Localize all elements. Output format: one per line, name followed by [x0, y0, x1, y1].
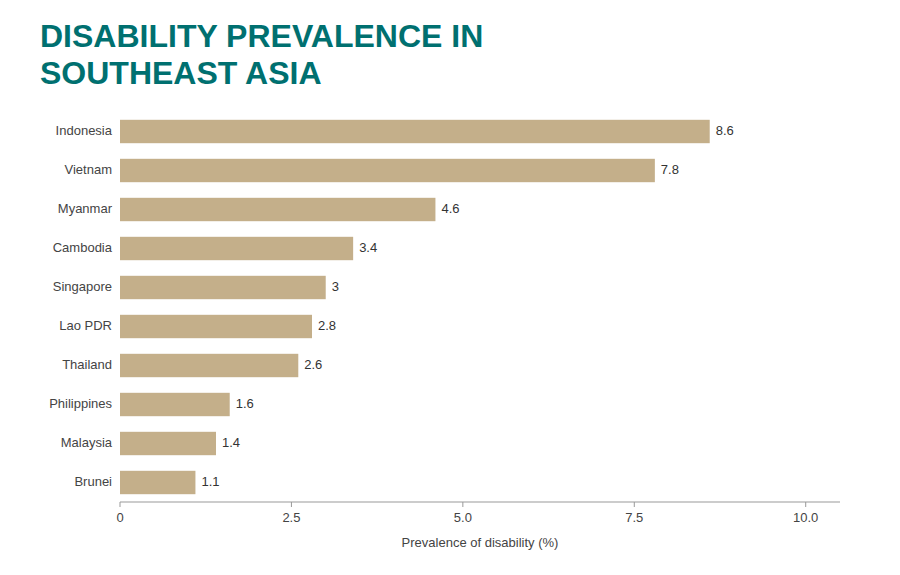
- chart-title: DISABILITY PREVALENCE IN SOUTHEAST ASIA: [40, 18, 600, 92]
- bar: [120, 275, 326, 298]
- bar: [120, 119, 710, 142]
- bar: [120, 158, 655, 181]
- data-label: 2.8: [318, 318, 336, 333]
- x-axis-label: Prevalence of disability (%): [402, 535, 559, 550]
- x-tick-label: 7.5: [625, 510, 643, 525]
- bar: [120, 392, 230, 415]
- data-label: 1.6: [236, 396, 254, 411]
- bar: [120, 353, 298, 376]
- x-tick: [120, 502, 121, 507]
- bar: [120, 197, 435, 220]
- data-label: 4.6: [441, 201, 459, 216]
- bar: [120, 470, 195, 493]
- category-label: Cambodia: [53, 240, 113, 255]
- category-label: Philippines: [49, 396, 112, 411]
- x-tick-label: 10.0: [793, 510, 818, 525]
- bars: [120, 119, 710, 493]
- data-label: 3.4: [359, 240, 377, 255]
- data-label: 2.6: [304, 357, 322, 372]
- category-label: Indonesia: [56, 123, 113, 138]
- x-tick: [634, 502, 635, 507]
- bar: [120, 431, 216, 454]
- category-label: Singapore: [53, 279, 112, 294]
- data-label: 1.1: [201, 474, 219, 489]
- category-label: Vietnam: [65, 162, 112, 177]
- x-tick-label: 2.5: [282, 510, 300, 525]
- data-label: 3: [332, 279, 339, 294]
- x-tick: [805, 502, 806, 507]
- x-tick: [462, 502, 463, 507]
- data-label: 7.8: [661, 162, 679, 177]
- x-tick-label: 5.0: [454, 510, 472, 525]
- bar: [120, 236, 353, 259]
- x-tick: [291, 502, 292, 507]
- category-label: Thailand: [62, 357, 112, 372]
- category-label: Malaysia: [61, 435, 113, 450]
- data-label: 8.6: [716, 123, 734, 138]
- category-label: Brunei: [74, 474, 112, 489]
- chart: 8.6 7.8 4.6 3.4 3 2.8 2.6 1.6 1.4 1.1 Indonesia Vie…: [0, 92, 900, 562]
- x-tick-label: 0: [116, 510, 123, 525]
- data-label: 1.4: [222, 435, 240, 450]
- category-label: Myanmar: [58, 201, 113, 216]
- category-label: Lao PDR: [59, 318, 112, 333]
- bar: [120, 314, 312, 337]
- x-axis-line: [120, 501, 840, 502]
